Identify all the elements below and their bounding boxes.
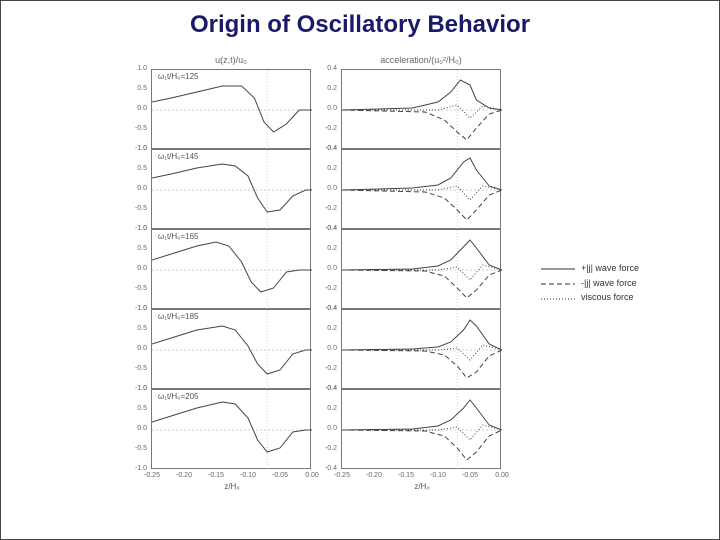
chart-panel: 0.40.20.0-0.2-0.4 [341,69,501,149]
y-tick-label: 0.0 [313,105,337,112]
legend-line-dotted-icon [541,291,575,305]
x-tick-label: -0.20 [360,472,388,479]
legend-line-dashed-icon [541,276,575,290]
y-tick-label: 0.4 [313,145,337,152]
legend: +|j| wave force -|j| wave force viscous fo… [541,261,639,305]
right-column-header: acceleration/(u₀²/H₀) [341,55,501,65]
y-tick-label: 0.0 [123,345,147,352]
y-tick-label: -0.4 [313,465,337,472]
y-tick-label: 0.2 [313,245,337,252]
x-tick-label: -0.15 [202,472,230,479]
y-tick-label: -0.5 [123,365,147,372]
y-tick-label: 0.0 [123,265,147,272]
y-tick-label: 1.0 [123,65,147,72]
y-tick-label: 0.5 [123,165,147,172]
y-tick-label: 1.0 [123,225,147,232]
y-tick-label: -0.2 [313,205,337,212]
chart-panel: ω₁t/H₀=1851.00.50.0-0.5-1.0 [151,309,311,389]
y-tick-label: 0.4 [313,225,337,232]
x-tick-label: -0.20 [170,472,198,479]
chart-panel: ω₁t/H₀=1251.00.50.0-0.5-1.0 [151,69,311,149]
y-tick-label: 0.2 [313,325,337,332]
y-tick-label: 0.0 [313,265,337,272]
legend-label: -|j| wave force [581,278,637,288]
chart-panel: ω₁t/H₀=2051.00.50.0-0.5-1.0-0.25-0.20-0.… [151,389,311,469]
x-tick-label: -0.25 [328,472,356,479]
y-tick-label: -0.2 [313,285,337,292]
chart-panel: ω₁t/H₀=1451.00.50.0-0.5-1.0 [151,149,311,229]
y-tick-label: 0.2 [313,85,337,92]
y-tick-label: 0.0 [123,425,147,432]
chart-grid: u(z,t)/u₀ acceleration/(u₀²/H₀) ω₁t/H₀=125… [121,55,591,515]
x-tick-label: -0.15 [392,472,420,479]
y-tick-label: 0.0 [313,425,337,432]
y-tick-label: 1.0 [123,305,147,312]
x-tick-label: -0.10 [424,472,452,479]
legend-item: viscous force [541,290,639,305]
y-tick-label: -0.2 [313,365,337,372]
y-tick-label: 1.0 [123,145,147,152]
legend-item: +|j| wave force [541,261,639,276]
y-tick-label: 0.2 [313,405,337,412]
chart-panel: ω₁t/H₀=1651.00.50.0-0.5-1.0 [151,229,311,309]
legend-item: -|j| wave force [541,276,639,291]
x-axis-label: z/H₀ [342,482,502,491]
chart-panel: 0.40.20.0-0.2-0.4 [341,309,501,389]
panel-annotation: ω₁t/H₀=185 [158,312,199,321]
panel-annotation: ω₁t/H₀=205 [158,392,199,401]
y-tick-label: 1.0 [123,385,147,392]
left-column-header: u(z,t)/u₀ [151,55,311,65]
y-tick-label: 0.5 [123,85,147,92]
panel-annotation: ω₁t/H₀=165 [158,232,199,241]
x-tick-label: -0.10 [234,472,262,479]
chart-panel: 0.40.20.0-0.2-0.4 [341,149,501,229]
x-tick-label: -0.05 [266,472,294,479]
y-tick-label: -0.5 [123,285,147,292]
y-tick-label: 0.5 [123,405,147,412]
slide: Origin of Oscillatory Behavior u(z,t)/u₀… [0,0,720,540]
page-title: Origin of Oscillatory Behavior [1,11,719,39]
y-tick-label: 0.0 [123,105,147,112]
y-tick-label: 0.5 [123,325,147,332]
y-tick-label: 0.0 [313,345,337,352]
y-tick-label: -0.5 [123,205,147,212]
panel-annotation: ω₁t/H₀=145 [158,152,199,161]
chart-panel: 0.40.20.0-0.2-0.4 [341,229,501,309]
y-tick-label: 0.0 [313,185,337,192]
y-tick-label: -0.2 [313,445,337,452]
legend-label: viscous force [581,292,634,302]
x-tick-label: -0.25 [138,472,166,479]
y-tick-label: 0.5 [123,245,147,252]
y-tick-label: -0.5 [123,445,147,452]
x-tick-label: -0.05 [456,472,484,479]
y-tick-label: 0.4 [313,385,337,392]
x-axis-label: z/H₀ [152,482,312,491]
y-tick-label: -0.5 [123,125,147,132]
y-tick-label: 0.2 [313,165,337,172]
y-tick-label: 0.4 [313,305,337,312]
x-tick-label: 0.00 [488,472,516,479]
legend-label: +|j| wave force [581,263,639,273]
y-tick-label: 0.4 [313,65,337,72]
y-tick-label: -1.0 [123,465,147,472]
y-tick-label: 0.0 [123,185,147,192]
y-tick-label: -0.2 [313,125,337,132]
legend-line-solid-icon [541,262,575,276]
chart-panel: 0.40.20.0-0.2-0.4-0.25-0.20-0.15-0.10-0.… [341,389,501,469]
x-tick-label: 0.00 [298,472,326,479]
panel-annotation: ω₁t/H₀=125 [158,72,199,81]
